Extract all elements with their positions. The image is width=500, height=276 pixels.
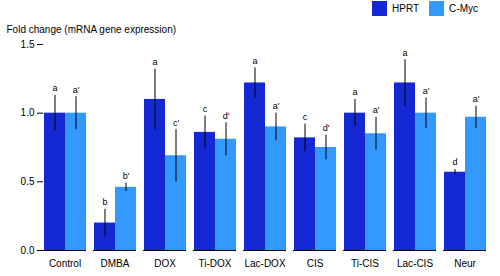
svg-text:a: a bbox=[252, 56, 257, 66]
svg-text:Lac-DOX: Lac-DOX bbox=[244, 258, 285, 269]
svg-text:1.0: 1.0 bbox=[21, 107, 35, 118]
svg-text:c': c' bbox=[173, 118, 180, 128]
svg-text:a: a bbox=[52, 83, 57, 93]
svg-text:a: a bbox=[152, 57, 157, 67]
svg-text:a': a' bbox=[373, 105, 380, 115]
svg-text:d: d bbox=[452, 157, 457, 167]
html-text:HPRT: HPRT bbox=[392, 3, 420, 14]
svg-text:c: c bbox=[303, 112, 308, 122]
svg-text:DMBA: DMBA bbox=[101, 258, 130, 269]
svg-text:a: a bbox=[352, 87, 357, 97]
svg-text:a': a' bbox=[73, 85, 80, 95]
svg-text:Fold change (mRNA gene express: Fold change (mRNA gene expression) bbox=[7, 24, 177, 35]
svg-text:c: c bbox=[203, 104, 208, 114]
svg-text:Neur: Neur bbox=[454, 258, 476, 269]
svg-text:1.5: 1.5 bbox=[21, 39, 35, 50]
svg-text:CIS: CIS bbox=[307, 258, 324, 269]
svg-text:d': d' bbox=[223, 111, 230, 121]
svg-text:a': a' bbox=[273, 101, 280, 111]
html-text:C-Myc: C-Myc bbox=[449, 3, 478, 14]
svg-text:a': a' bbox=[473, 94, 480, 104]
svg-text:b: b bbox=[102, 197, 107, 207]
svg-text:Ti-DOX: Ti-DOX bbox=[199, 258, 232, 269]
svg-text:0.5: 0.5 bbox=[21, 176, 35, 187]
svg-text:d': d' bbox=[323, 123, 330, 133]
svg-text:Lac-CIS: Lac-CIS bbox=[397, 258, 433, 269]
svg-text:DOX: DOX bbox=[154, 258, 176, 269]
svg-text:Ti-CIS: Ti-CIS bbox=[351, 258, 379, 269]
svg-text:0.0: 0.0 bbox=[21, 245, 35, 256]
svg-text:a: a bbox=[402, 48, 407, 58]
svg-text:b': b' bbox=[123, 171, 130, 181]
svg-text:Control: Control bbox=[49, 258, 81, 269]
svg-text:a': a' bbox=[423, 86, 430, 96]
